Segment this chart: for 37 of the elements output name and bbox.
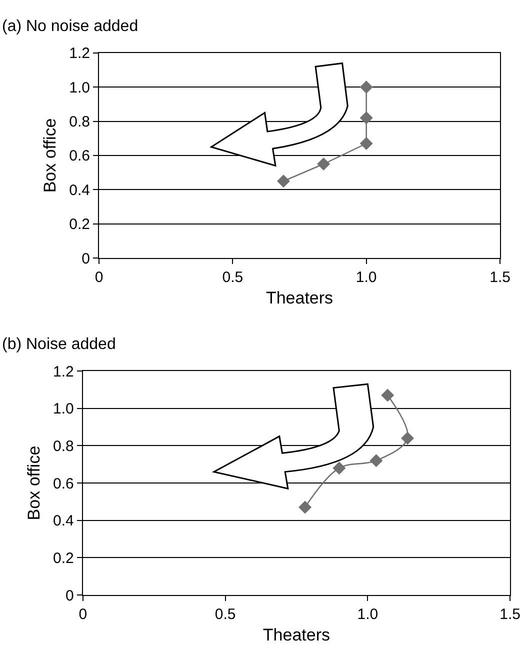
point: [370, 454, 383, 468]
y-tick-label: 1.2: [69, 45, 90, 62]
point: [360, 111, 373, 124]
y-tick-label: 0.4: [53, 512, 74, 530]
x-tick-label: 0: [94, 269, 104, 286]
x-axis-title: Theaters: [262, 625, 330, 644]
chart-title: (b) Noise added: [2, 336, 116, 353]
y-tick-label: 0.2: [53, 550, 74, 567]
y-tick-label: 0.6: [69, 148, 90, 165]
point: [401, 432, 414, 445]
y-tick-label: 1.0: [53, 400, 74, 418]
y-tick-label: 0.8: [53, 438, 74, 455]
x-tick-label: 1.0: [356, 269, 377, 286]
y-axis-title: Box office: [24, 446, 44, 520]
y-tick-label: 0.4: [69, 182, 90, 199]
point: [360, 137, 373, 150]
point: [317, 158, 330, 171]
point: [298, 500, 312, 514]
point: [276, 174, 290, 188]
x-tick-label: 1.5: [500, 606, 520, 624]
x-tick-label: 1.5: [490, 269, 510, 286]
y-tick-label: 0.2: [69, 216, 90, 234]
y-tick-label: 1.0: [69, 79, 90, 96]
x-tick-label: 0.5: [222, 269, 244, 286]
y-axis-title: Box office: [40, 118, 60, 193]
y-tick-label: 0: [82, 250, 90, 268]
y-tick-label: 0.6: [53, 475, 74, 492]
x-axis-title: Theaters: [266, 288, 334, 308]
y-tick-label: 0: [66, 587, 74, 604]
y-tick-label: 1.2: [53, 363, 74, 380]
point: [360, 80, 373, 94]
y-tick-label: 0.8: [69, 114, 90, 131]
x-tick-label: 1.0: [357, 606, 378, 624]
point: [332, 462, 346, 475]
point: [381, 388, 394, 402]
chart-title: (a) No noise added: [2, 18, 138, 35]
x-tick-label: 0.5: [214, 606, 236, 624]
